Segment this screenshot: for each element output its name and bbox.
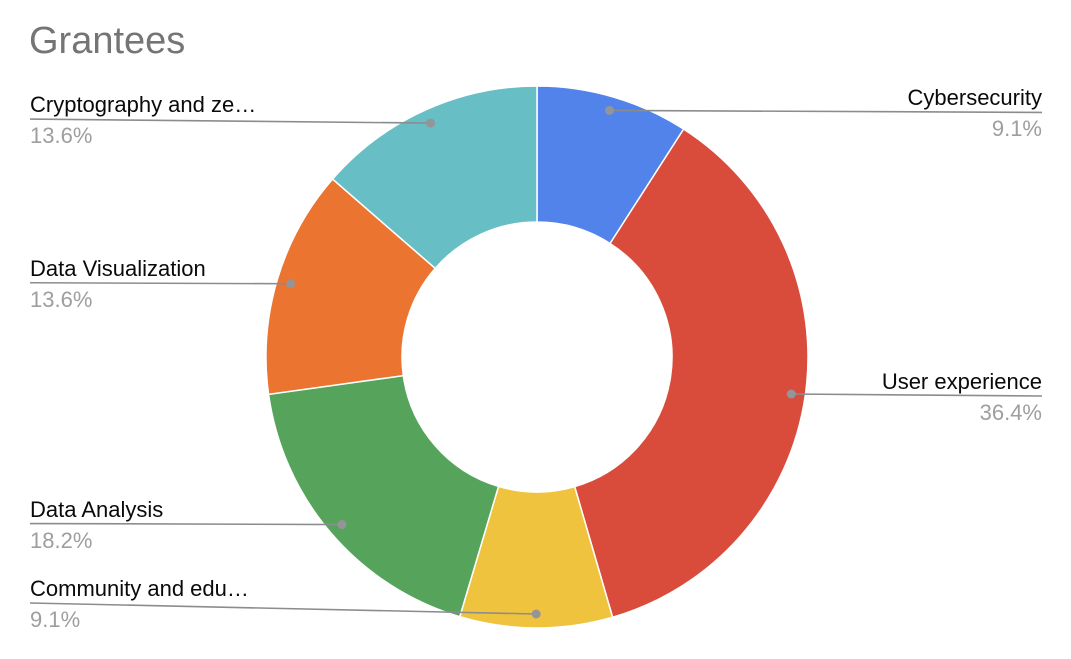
leader-line xyxy=(791,393,1043,397)
slice-percent-text: 18.2% xyxy=(30,527,93,553)
slice-name-text: User experience xyxy=(881,369,1042,394)
leader-dot xyxy=(426,118,436,128)
slice-name-text: Cryptography and ze… xyxy=(30,92,257,118)
pie-slice[interactable] xyxy=(573,128,809,619)
leader-line xyxy=(609,109,1043,114)
slice-name-text: Community and edu… xyxy=(30,575,249,601)
slice-label: Cryptography and ze… 13.6% xyxy=(30,92,390,149)
leader-dot xyxy=(786,389,796,399)
slice-name-text: Data Analysis xyxy=(30,496,164,522)
slice-percent-text: 9.1% xyxy=(991,116,1042,142)
leader-dot xyxy=(531,609,541,619)
slice-percent-text: 36.4% xyxy=(979,400,1042,425)
leader-dot xyxy=(604,105,614,115)
pie-slice[interactable] xyxy=(331,85,538,270)
leader-line xyxy=(29,118,431,124)
leader-dot xyxy=(286,279,296,289)
slice-label: User experience 36.4% xyxy=(682,369,1042,426)
slice-name-text: Cybersecurity xyxy=(907,85,1042,111)
slice-label: Data Visualization 13.6% xyxy=(30,256,390,313)
leader-line xyxy=(29,602,537,615)
chart-title: Grantees xyxy=(29,20,186,62)
slice-percent-text: 13.6% xyxy=(30,286,93,312)
slice-label: Community and edu… 9.1% xyxy=(30,576,390,633)
slice-name-text: Data Visualization xyxy=(30,255,206,281)
leader-line xyxy=(29,522,343,526)
leader-dot xyxy=(337,520,347,530)
slice-percent-text: 9.1% xyxy=(30,606,81,632)
slice-label: Cybersecurity 9.1% xyxy=(682,85,1042,142)
pie-slice[interactable] xyxy=(265,178,437,396)
leader-line xyxy=(29,281,291,285)
slice-percent-text: 13.6% xyxy=(30,123,93,149)
slice-label: Data Analysis 18.2% xyxy=(30,497,390,554)
pie-slice[interactable] xyxy=(267,374,500,618)
